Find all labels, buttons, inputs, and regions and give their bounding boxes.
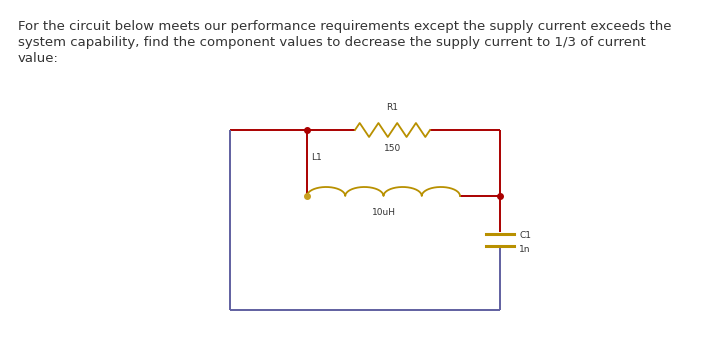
Text: 150: 150 (384, 144, 401, 153)
Text: For the circuit below meets our performance requirements except the supply curre: For the circuit below meets our performa… (18, 20, 672, 33)
Text: value:: value: (18, 52, 59, 65)
Text: 10uH: 10uH (372, 208, 395, 217)
Text: 1n: 1n (519, 246, 531, 255)
Text: C1: C1 (519, 232, 531, 240)
Text: R1: R1 (387, 103, 398, 112)
Text: system capability, find the component values to decrease the supply current to 1: system capability, find the component va… (18, 36, 646, 49)
Text: L1: L1 (311, 154, 322, 162)
